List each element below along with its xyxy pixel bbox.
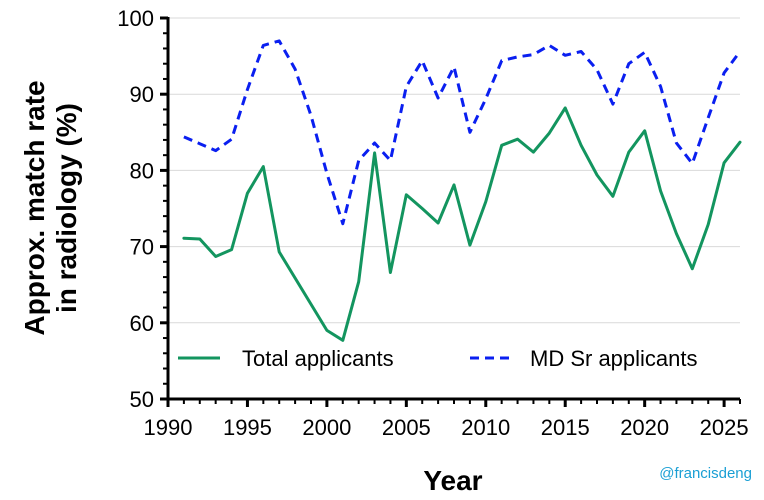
series-layer bbox=[182, 39, 742, 342]
legend-label-md-sr-applicants: MD Sr applicants bbox=[530, 346, 698, 371]
y-tick-label-50: 50 bbox=[130, 387, 154, 412]
y-tick-label-60: 60 bbox=[130, 311, 154, 336]
series-line-md-sr-applicants bbox=[183, 39, 742, 226]
y-tick-label-100: 100 bbox=[117, 6, 154, 31]
ticks: 50 60 70 80 90 100 1990 1995 2000 2005 2010 2015 202… bbox=[117, 6, 748, 440]
y-tick-label-80: 80 bbox=[130, 158, 154, 183]
x-tick-label-1990: 1990 bbox=[144, 415, 193, 440]
legend-label-total-applicants: Total applicants bbox=[242, 346, 394, 371]
series-line-total-applicants bbox=[182, 106, 742, 342]
x-tick-label-2000: 2000 bbox=[302, 415, 351, 440]
x-tick-label-2015: 2015 bbox=[541, 415, 590, 440]
x-tick-label-2020: 2020 bbox=[620, 415, 669, 440]
y-axis-title-line-2: in radiology (%) bbox=[51, 103, 82, 313]
credit-handle: @francisdeng bbox=[659, 465, 752, 482]
y-axis-title-line-1: Approx. match rate bbox=[19, 80, 50, 335]
y-tick-label-70: 70 bbox=[130, 235, 154, 260]
x-tick-label-2025: 2025 bbox=[700, 415, 749, 440]
y-tick-label-90: 90 bbox=[130, 82, 154, 107]
x-axis-title: Year bbox=[423, 465, 482, 496]
x-tick-label-2010: 2010 bbox=[461, 415, 510, 440]
x-tick-label-2005: 2005 bbox=[382, 415, 431, 440]
x-tick-label-1995: 1995 bbox=[223, 415, 272, 440]
legend: Total applicants MD Sr applicants bbox=[178, 346, 698, 371]
